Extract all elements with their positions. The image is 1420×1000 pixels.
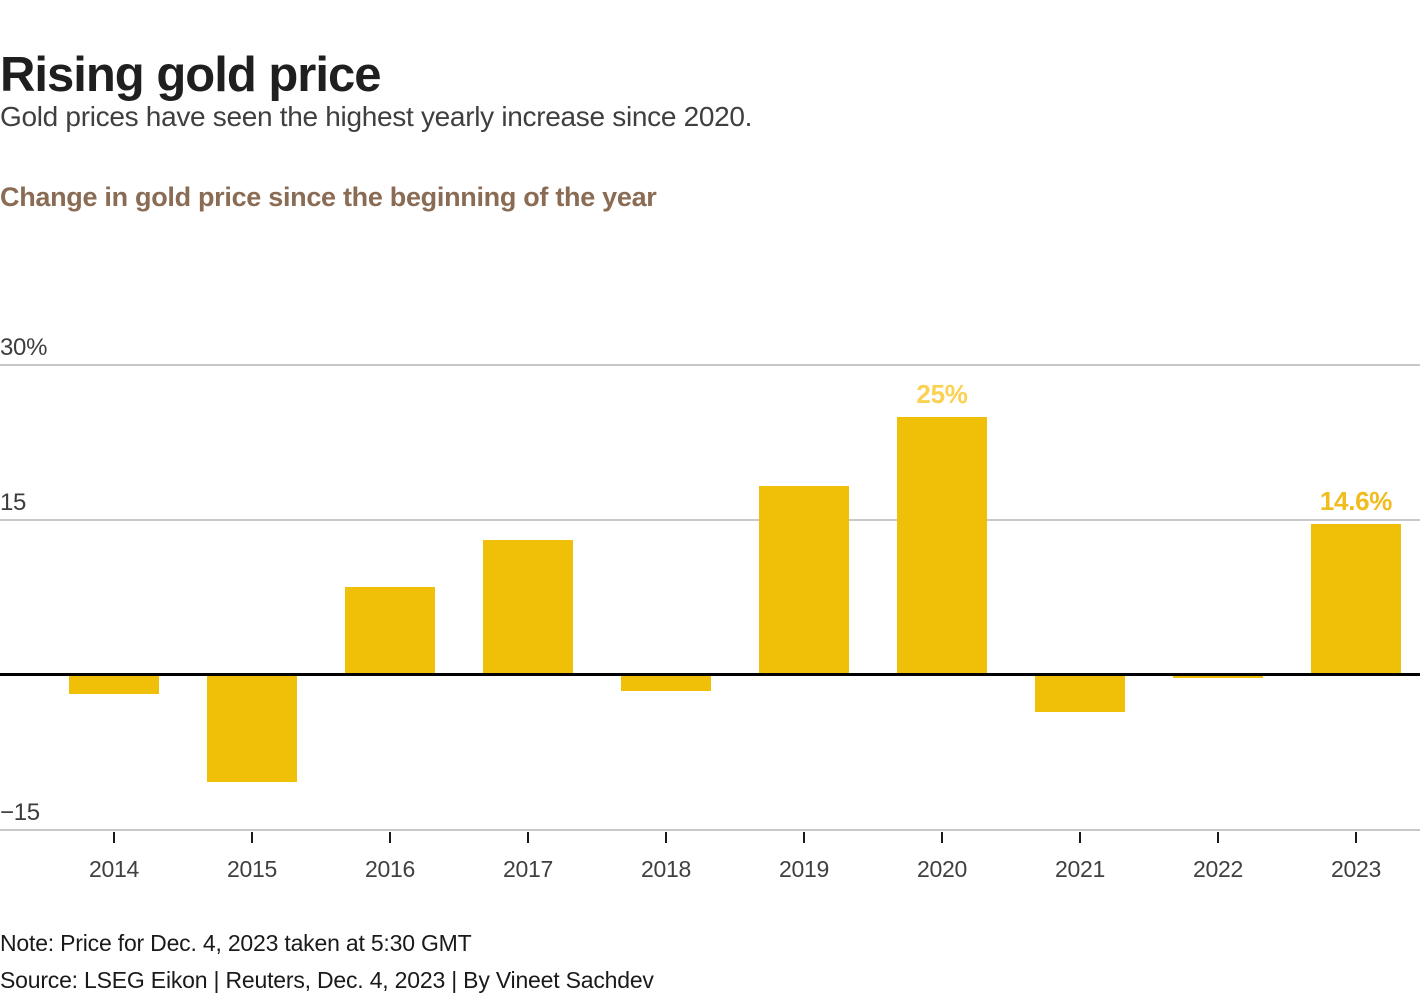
x-axis-tick-2017	[527, 832, 529, 843]
gridline-30	[0, 364, 1420, 366]
bar-2018	[621, 675, 711, 691]
x-axis-label-2019: 2019	[779, 856, 829, 882]
bar-2019	[759, 486, 849, 675]
x-axis-tick-2020	[941, 832, 943, 843]
data-label-2020: 25%	[916, 379, 968, 409]
y-axis-label-15: 15	[0, 489, 27, 516]
bar-2015	[207, 675, 297, 782]
bar-2023	[1311, 524, 1401, 675]
bar-2014	[69, 675, 159, 694]
gridline-15	[0, 519, 1420, 521]
x-axis-tick-2018	[665, 832, 667, 843]
zero-baseline	[0, 673, 1420, 676]
bar-2020	[897, 417, 987, 675]
note-text: Note: Price for Dec. 4, 2023 taken at 5:…	[0, 930, 472, 956]
bar-2016	[345, 587, 435, 675]
gridline--15	[0, 829, 1420, 831]
chart-title: Rising gold price	[0, 47, 381, 102]
x-axis-label-2021: 2021	[1055, 856, 1105, 882]
x-axis-label-2015: 2015	[227, 856, 277, 882]
source-text: Source: LSEG Eikon | Reuters, Dec. 4, 20…	[0, 967, 654, 993]
y-axis-label-30: 30%	[0, 334, 48, 361]
y-axis-label--15: −15	[0, 799, 40, 826]
x-axis-tick-2016	[389, 832, 391, 843]
x-axis-tick-2023	[1355, 832, 1357, 843]
bar-2022	[1173, 675, 1263, 678]
chart-subtitle: Gold prices have seen the highest yearly…	[0, 101, 753, 132]
chart-section-heading: Change in gold price since the beginning…	[0, 182, 657, 212]
x-axis-label-2022: 2022	[1193, 856, 1243, 882]
bar-2017	[483, 540, 573, 675]
x-axis-label-2020: 2020	[917, 856, 967, 882]
x-axis-tick-2021	[1079, 832, 1081, 843]
x-axis-label-2016: 2016	[365, 856, 415, 882]
x-axis-tick-2019	[803, 832, 805, 843]
x-axis-label-2023: 2023	[1331, 856, 1381, 882]
x-axis-tick-2022	[1217, 832, 1219, 843]
bar-2021	[1035, 675, 1125, 712]
x-axis-tick-2015	[251, 832, 253, 843]
x-axis-label-2014: 2014	[89, 856, 139, 882]
data-label-2023: 14.6%	[1319, 486, 1393, 516]
x-axis-tick-2014	[113, 832, 115, 843]
x-axis-label-2018: 2018	[641, 856, 691, 882]
x-axis-label-2017: 2017	[503, 856, 553, 882]
